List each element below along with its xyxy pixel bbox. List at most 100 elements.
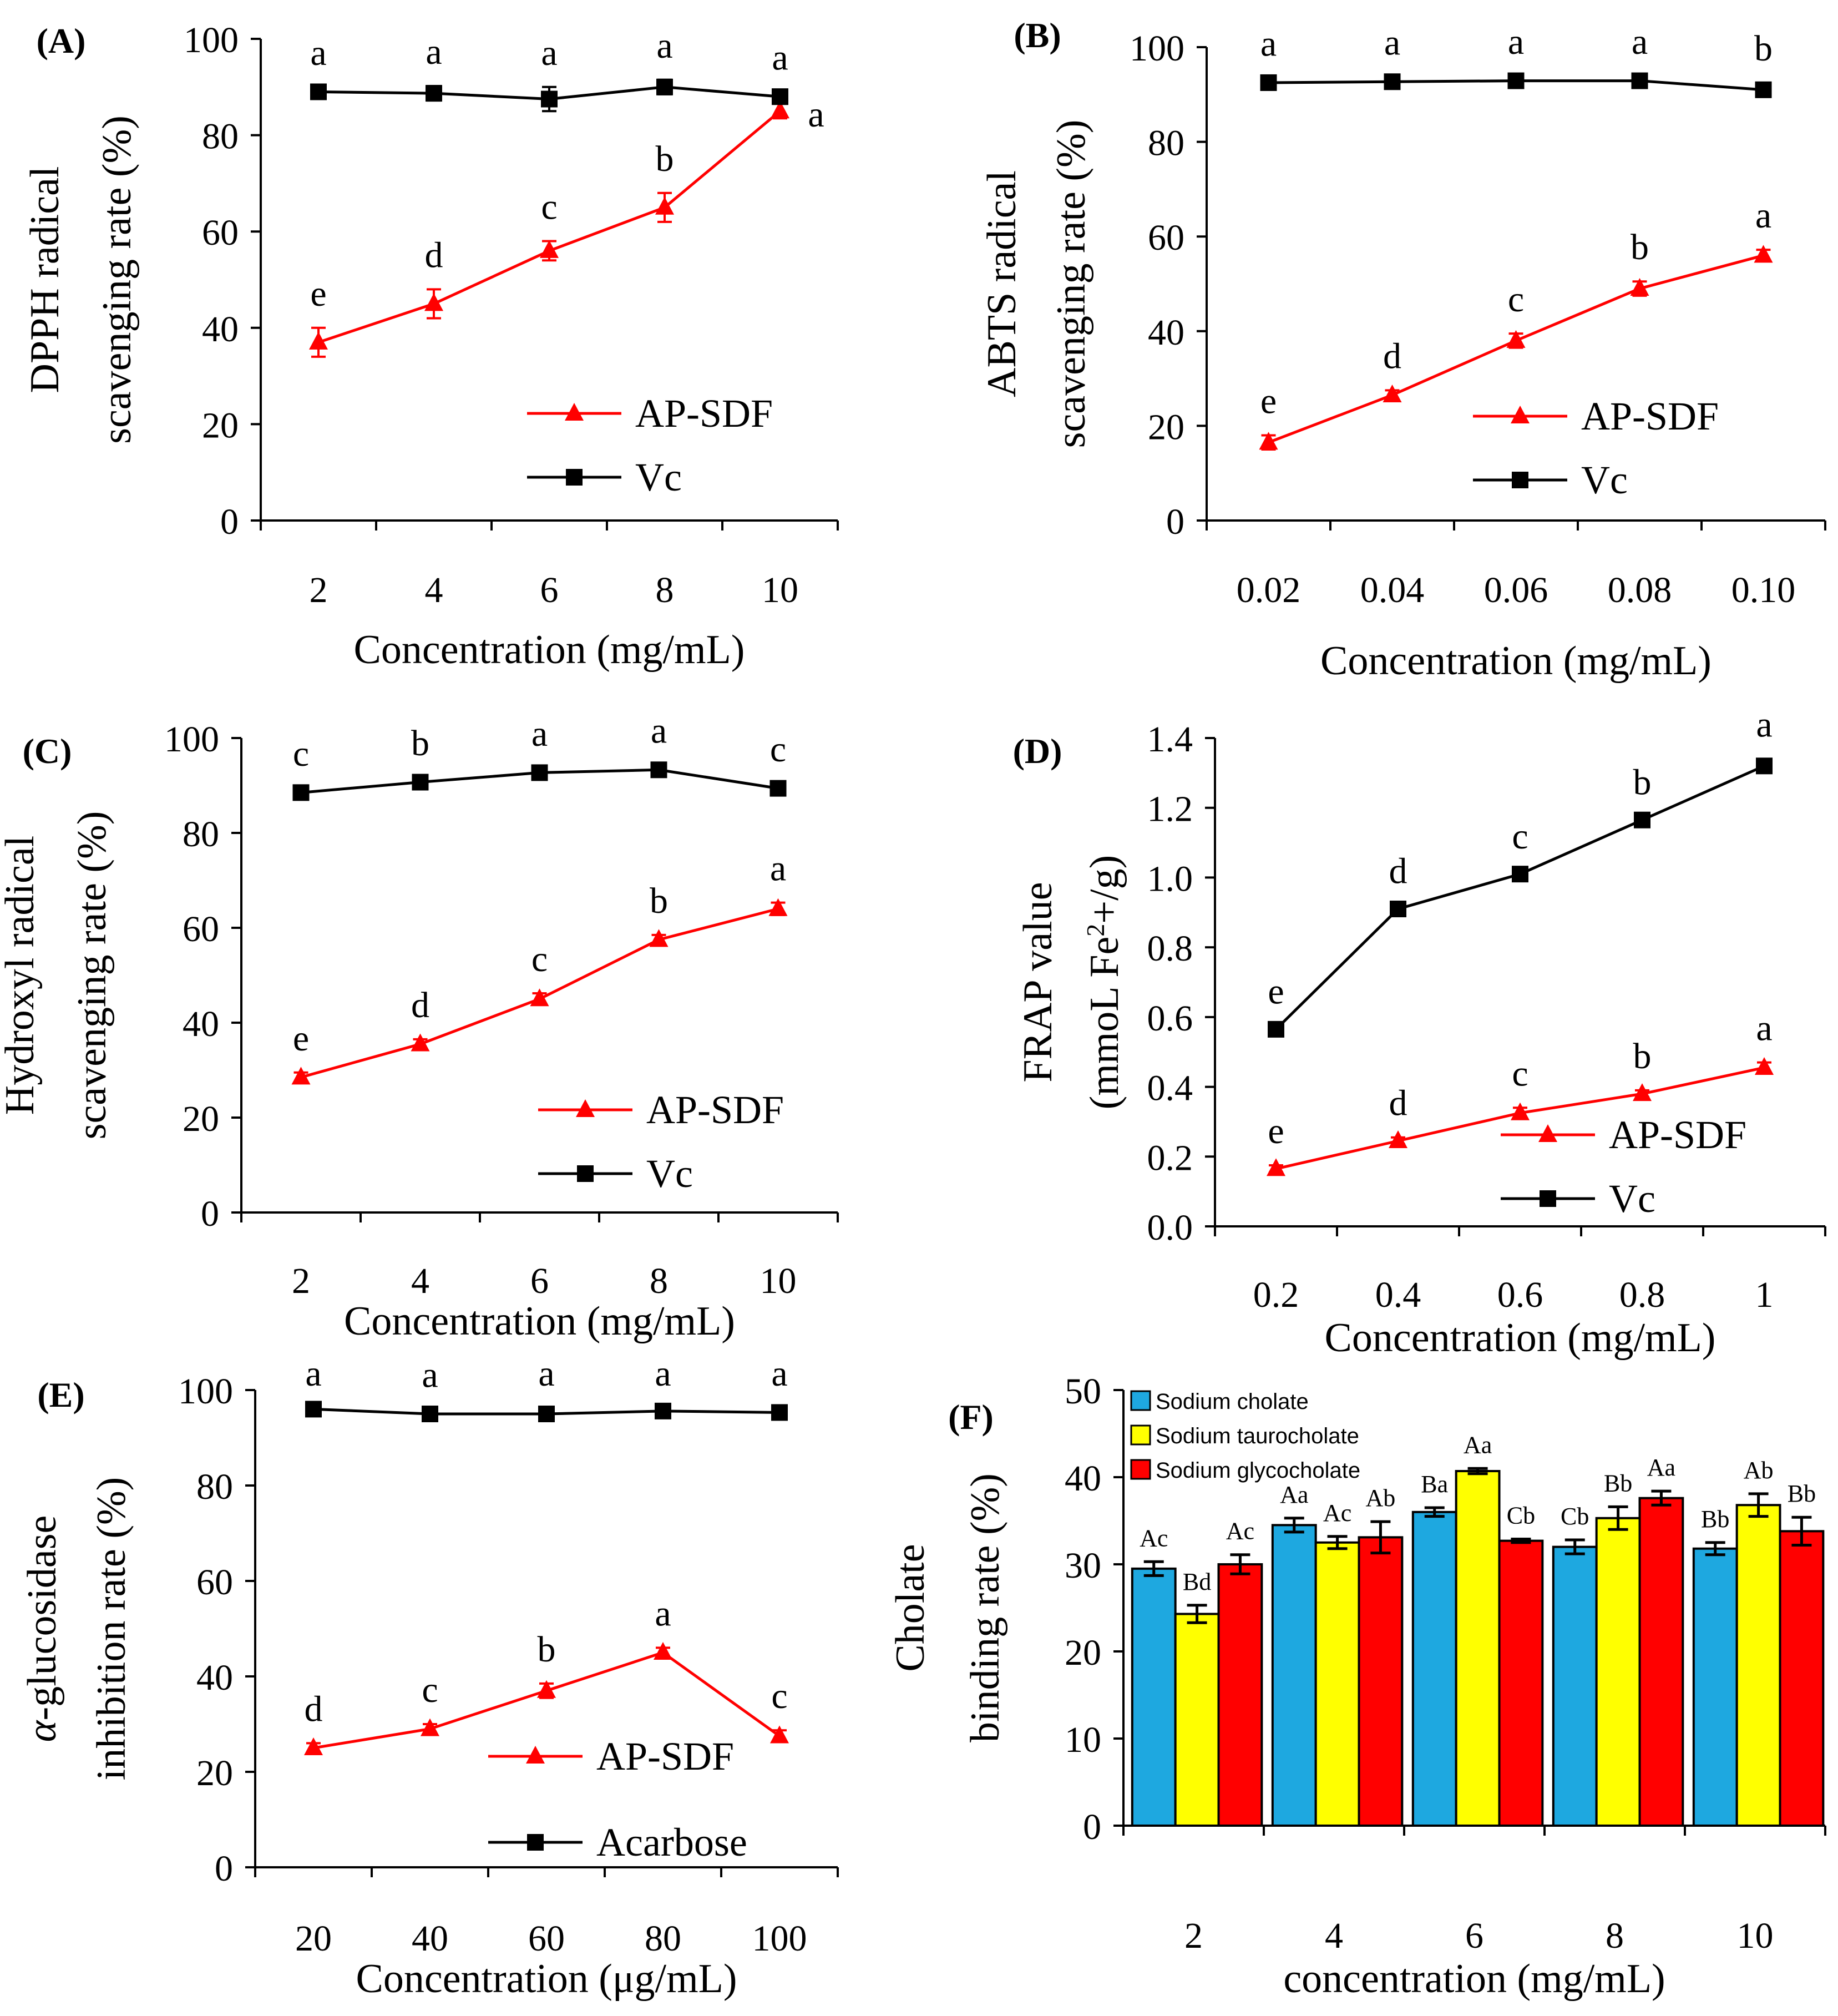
chart-panel-A: 0 20 40 60 80 100 2 4 6 8 10 Concentration (mg/mL) (… [22,20,839,673]
chart-panel-F: 0 10 20 30 40 50 2 4 6 8 10 concentration (mg/mL) (F… [888,1371,1826,2002]
significance-letter: a [305,1353,321,1394]
significance-letter: d [425,235,443,275]
chart-panel-E: 0 20 40 60 80 100 20 40 60 80 100 Concentration (μg… [19,1353,839,2002]
series-line [1275,764,1765,1030]
y-tick-label: 30 [1065,1545,1101,1586]
series-ap-sdf: e d c b a [1267,1008,1774,1176]
panel-label: (F) [948,1397,994,1437]
y-tick-label: 0.4 [1147,1068,1193,1109]
panel-label: (B) [1014,16,1061,55]
y-axis-title-text: (mmoL Fe [1082,937,1127,1110]
significance-letter: a [808,94,824,135]
x-tick-label: 2 [310,570,328,610]
data-point [1756,757,1773,775]
significance-letter: c [771,1676,787,1716]
x-axis-title: Concentration (mg/mL) [354,627,745,673]
y-tick-label: 60 [202,213,239,253]
data-point [654,1642,672,1660]
panel-label: (A) [37,21,86,60]
significance-letter: b [1631,227,1649,267]
data-point [422,1406,438,1422]
superscript: 2 [1081,924,1110,937]
bar [1314,1541,1360,1827]
significance-letter: b [1633,1036,1652,1077]
x-axis-title: concentration (mg/mL) [1283,1956,1665,2002]
significance-letter: c [531,939,548,979]
data-point [1633,1083,1652,1102]
data-point [309,331,328,350]
y-tick-label: 40 [1148,312,1184,353]
significance-letter: Cb [1507,1502,1535,1529]
bar [1498,1539,1544,1827]
y-tick-label: 1.4 [1147,719,1193,760]
data-point [1259,432,1278,450]
data-point [538,1406,555,1422]
significance-letter: b [538,1629,556,1670]
x-tick-label: 0.8 [1619,1275,1665,1315]
data-point [1268,1020,1284,1038]
significance-letter: a [426,32,442,72]
y-tick-label: 40 [183,1004,219,1044]
legend-label: Vc [1581,458,1628,502]
significance-letter: e [293,1018,309,1059]
x-tick-label: 2 [292,1261,310,1301]
series-ap-sdf: e d c b a [291,848,788,1085]
series-ap-sdf: d c b a c [304,1593,789,1755]
data-point [656,78,673,95]
bar [1411,1510,1457,1827]
x-tick-label: 8 [656,570,674,610]
x-axis-title: Concentration (mg/mL) [344,1298,735,1344]
x-tick-label: 0.08 [1608,570,1672,610]
data-point [537,1680,556,1698]
x-tick-label: 80 [645,1918,681,1959]
significance-letter: a [1260,23,1277,64]
legend-label: Vc [635,455,682,499]
y-tick-label: 80 [202,117,239,157]
legend: AP-SDF Vc [1501,1113,1746,1221]
significance-letter: c [293,734,309,774]
series-sodium-cholate: Ac Aa Ba Cb Bb [1131,1471,1738,1827]
significance-letter: c [1512,816,1528,857]
x-tick-label: 40 [412,1918,448,1959]
y-tick-label: 0.2 [1147,1138,1193,1178]
significance-letter: a [541,33,557,73]
data-point [540,240,559,258]
data-point [426,85,442,102]
legend-label: Sodium cholate [1156,1390,1309,1414]
y-tick-label: 60 [1148,218,1184,258]
data-point [1634,811,1650,828]
significance-letter: a [422,1355,438,1395]
significance-letter: d [305,1689,323,1729]
x-tick-label: 8 [1606,1916,1624,1956]
significance-letter: Ac [1323,1499,1351,1527]
y-tick-label: 0.8 [1147,928,1193,969]
data-point [531,764,548,781]
chart-panel-D: 0.0 0.2 0.4 0.6 0.8 1.0 1.2 1.4 0.2 0.4 0.6 0.8 1 Con… [1013,705,1826,1361]
significance-letter: d [1389,1083,1407,1124]
data-point [769,780,787,797]
legend-label: Sodium glycocholate [1156,1458,1360,1483]
series-ap-sdf: e d c b a [1259,195,1773,451]
x-tick-label: 10 [762,570,798,610]
legend: AP-SDF Vc [538,1088,784,1196]
x-tick-label: 4 [411,1261,429,1301]
y-tick-label: 20 [196,1753,233,1793]
significance-letter: a [655,1353,671,1394]
bar [1131,1567,1177,1827]
significance-letter: a [1755,195,1771,236]
y-axis-title-line2: scavenging rate (%) [69,811,115,1140]
panel-label: (C) [23,731,72,771]
data-point [1511,1102,1530,1120]
y-tick-label: 1.2 [1147,789,1193,830]
significance-letter: a [1508,22,1524,62]
x-tick-label: 10 [760,1261,797,1301]
data-point [1389,1130,1407,1148]
data-point [1506,330,1526,348]
legend-marker [566,469,583,486]
significance-letter: e [1260,381,1277,421]
y-tick-label: 80 [1148,123,1184,164]
x-tick-label: 6 [1465,1916,1483,1956]
bar [1552,1545,1598,1827]
